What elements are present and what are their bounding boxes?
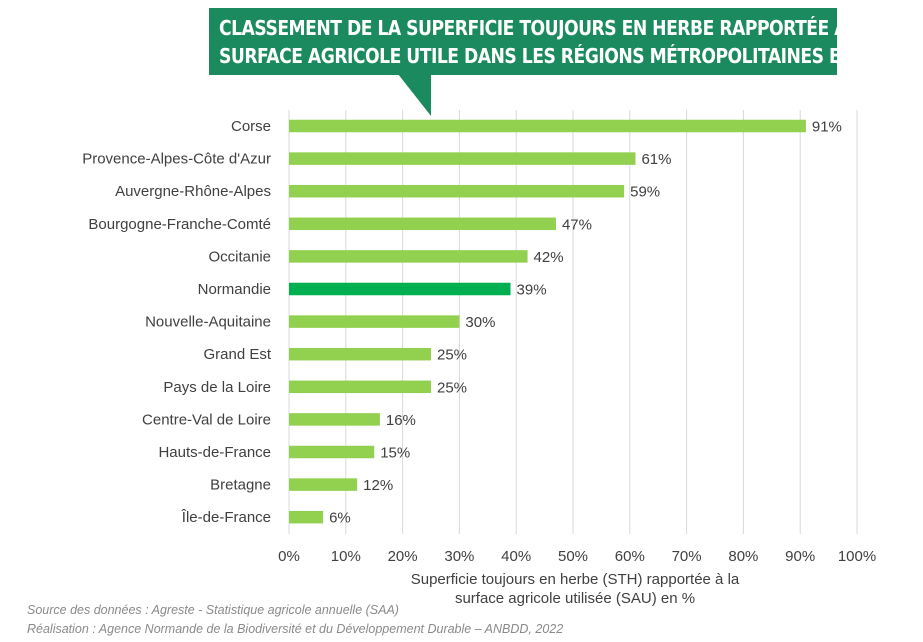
data-label: 25% <box>437 379 467 396</box>
bar <box>289 152 636 165</box>
bar <box>289 347 431 361</box>
x-tick-label: 100% <box>838 548 876 565</box>
category-label: Occitanie <box>208 248 271 265</box>
x-tick-label: 20% <box>388 548 418 565</box>
category-label: Pays de la Loire <box>163 379 271 396</box>
category-label: Centre-Val de Loire <box>142 411 271 428</box>
data-label: 61% <box>641 151 671 168</box>
bar <box>289 282 511 296</box>
category-label: Bretagne <box>210 477 271 494</box>
category-label: Île-de-France <box>181 509 271 526</box>
data-label: 47% <box>562 216 592 233</box>
data-label: 25% <box>437 347 467 364</box>
category-label: Grand Est <box>203 346 271 363</box>
x-tick-label: 90% <box>785 548 815 565</box>
chart-title-line-1: CLASSEMENT DE LA SUPERFICIE TOUJOURS EN … <box>219 16 876 40</box>
x-tick-label: 80% <box>728 548 758 565</box>
credit-note: Réalisation : Agence Normande de la Biod… <box>27 622 564 636</box>
category-label: Auvergne-Rhône-Alpes <box>115 183 271 200</box>
bar <box>289 510 324 524</box>
bar <box>289 119 806 133</box>
bar <box>289 478 358 491</box>
data-label: 42% <box>534 249 564 266</box>
data-label: 6% <box>329 510 351 527</box>
title-banner: CLASSEMENT DE LA SUPERFICIE TOUJOURS EN … <box>209 8 906 75</box>
category-label: Hauts-de-France <box>158 444 271 461</box>
data-label: 15% <box>380 445 410 462</box>
data-label: 59% <box>630 184 660 201</box>
category-label: Nouvelle-Aquitaine <box>145 314 271 331</box>
x-axis-title-line: Superficie toujours en herbe (STH) rappo… <box>411 571 740 588</box>
bar <box>289 217 556 231</box>
data-label: 39% <box>517 282 547 299</box>
x-tick-label: 50% <box>558 548 588 565</box>
category-label: Normandie <box>198 281 271 298</box>
x-tick-label: 10% <box>331 548 361 565</box>
data-label: 30% <box>465 314 495 331</box>
x-tick-label: 70% <box>672 548 702 565</box>
bar <box>289 445 375 459</box>
category-label: Provence-Alpes-Côte d'Azur <box>82 151 271 168</box>
bar <box>289 315 460 328</box>
category-label: Bourgogne-Franche-Comté <box>88 216 271 233</box>
data-label: 91% <box>812 119 842 136</box>
x-tick-label: 30% <box>444 548 474 565</box>
chart-title-line-2: SURFACE AGRICOLE UTILE DANS LES RÉGIONS … <box>219 44 906 68</box>
bar <box>289 184 625 198</box>
x-tick-label: 60% <box>615 548 645 565</box>
bar <box>289 380 431 394</box>
data-label: 16% <box>386 412 416 429</box>
bar <box>289 250 528 263</box>
bar-chart: Corse 91% Provence-Alpes-Côte d'Azur 61% Auv… <box>82 110 876 607</box>
x-tick-label: 40% <box>501 548 531 565</box>
source-note: Source des données : Agreste - Statistiq… <box>27 603 399 617</box>
x-axis-title-line: surface agricole utilisée (SAU) en % <box>455 590 695 607</box>
bar <box>289 413 380 426</box>
category-label: Corse <box>231 118 271 135</box>
data-label: 12% <box>363 477 393 494</box>
x-tick-label: 0% <box>278 548 300 565</box>
